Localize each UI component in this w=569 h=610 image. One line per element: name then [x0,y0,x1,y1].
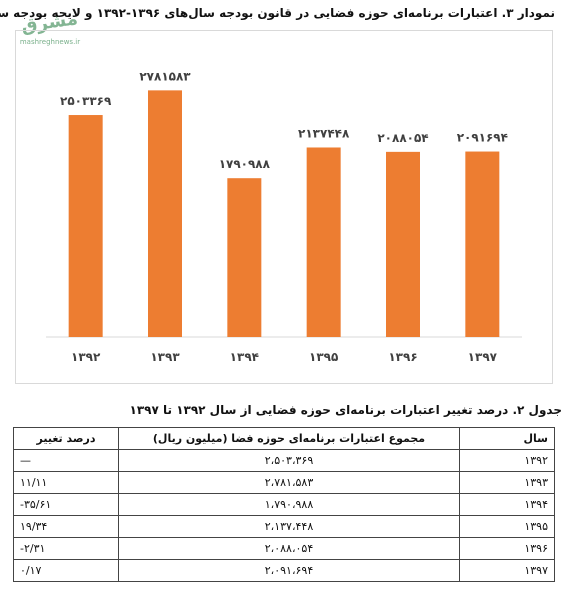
bar-chart: ۲۵۰۳۳۶۹ ۱۳۹۲ ۲۷۸۱۵۸۳ ۱۳۹۳ ۱۷۹۰۹۸۸ ۱۳۹۴ ۲۱۳۷۴۴۸… [46,69,522,364]
cell-year: ۱۳۹۴ [459,493,555,516]
cell-year: ۱۳۹۵ [459,515,555,538]
watermark-subtext: mashreghnews.ir [20,38,80,46]
data-label: ۲۰۸۸۰۵۴ [377,131,428,145]
cell-change: ۱۹/۳۴ [13,515,119,538]
cell-total: ۲،۱۳۷،۴۴۸ [118,515,460,538]
cell-year: ۱۳۹۲ [459,449,555,472]
table-row: ۱۳۹۵ ۲،۱۳۷،۴۴۸ ۱۹/۳۴ [13,515,555,538]
table-header-row: سال مجموع اعتبارات برنامه‌ای حوزه فضا (م… [13,427,555,450]
table-row: ۱۳۹۴ ۱،۷۹۰،۹۸۸ -۳۵/۶۱ [13,493,555,516]
data-label: ۲۷۸۱۵۸۳ [139,69,191,83]
cell-total: ۲،۰۹۱،۶۹۴ [118,559,460,582]
header-total: مجموع اعتبارات برنامه‌ای حوزه فضا (میلیو… [118,427,460,450]
table-row: ۱۳۹۳ ۲،۷۸۱،۵۸۳ ۱۱/۱۱ [13,471,555,494]
x-tick-label: ۱۳۹۶ [388,350,417,364]
cell-total: ۲،۵۰۳،۳۶۹ [118,449,460,472]
x-tick-label: ۱۳۹۴ [230,350,259,364]
data-label: ۲۱۳۷۴۴۸ [298,126,350,140]
x-tick-label: ۱۳۹۲ [71,350,101,364]
data-label: ۱۷۹۰۹۸۸ [219,157,271,171]
cell-total: ۲،۰۸۸،۰۵۴ [118,537,460,560]
x-tick-label: ۱۳۹۷ [468,350,498,364]
x-tick-label: ۱۳۹۵ [309,350,338,364]
data-label: ۲۰۹۱۶۹۴ [457,131,508,145]
table-row: ۱۳۹۶ ۲،۰۸۸،۰۵۴ -۲/۳۱ [13,537,555,560]
cell-change: — [13,449,119,472]
bar [465,151,500,337]
data-label: ۲۵۰۳۳۶۹ [60,94,112,108]
cell-change: -۳۵/۶۱ [13,493,119,516]
figure-title: نمودار ۳. اعتبارات برنامه‌ای حوزه فضایی … [0,6,555,20]
bar [68,115,103,338]
cell-total: ۲،۷۸۱،۵۸۳ [118,471,460,494]
watermark-logo: مشرق mashreghnews.ir [20,8,80,46]
bar [306,147,341,337]
cell-change: -۲/۳۱ [13,537,119,560]
table-row: ۱۳۹۷ ۲،۰۹۱،۶۹۴ ۰/۱۷ [13,559,555,582]
cell-year: ۱۳۹۳ [459,471,555,494]
cell-total: ۱،۷۹۰،۹۸۸ [118,493,460,516]
cell-year: ۱۳۹۶ [459,537,555,560]
header-change: درصد تغییر [13,427,119,450]
chart-frame: ۲۵۰۳۳۶۹ ۱۳۹۲ ۲۷۸۱۵۸۳ ۱۳۹۳ ۱۷۹۰۹۸۸ ۱۳۹۴ ۲۱۳۷۴۴۸… [15,30,553,384]
bar [148,90,182,337]
cell-change: ۰/۱۷ [13,559,119,582]
bar [227,178,262,337]
cell-year: ۱۳۹۷ [459,559,555,582]
cell-change: ۱۱/۱۱ [13,471,119,494]
change-table: سال مجموع اعتبارات برنامه‌ای حوزه فضا (م… [13,427,555,582]
x-tick-label: ۱۳۹۳ [150,350,180,364]
bar [386,151,420,337]
table-title: جدول ۲. درصد تغییر اعتبارات برنامه‌ای حو… [129,403,562,417]
header-year: سال [459,427,555,450]
table-row: ۱۳۹۲ ۲،۵۰۳،۳۶۹ — [13,449,555,472]
